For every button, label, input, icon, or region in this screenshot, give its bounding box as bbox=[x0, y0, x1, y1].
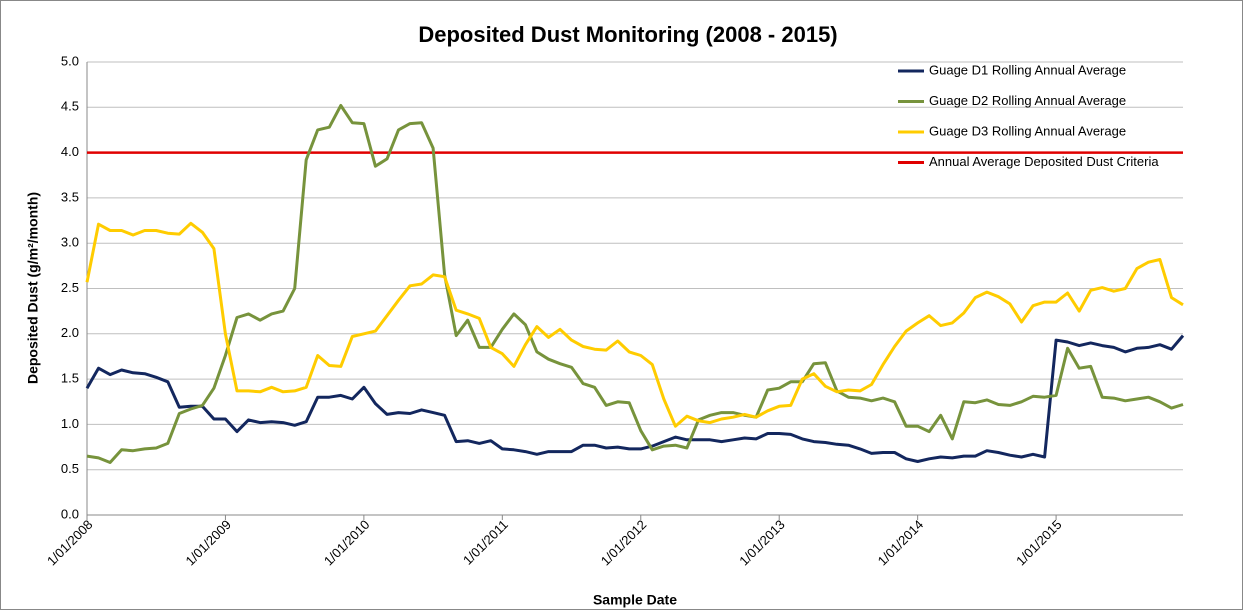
legend-label: Annual Average Deposited Dust Criteria bbox=[929, 154, 1159, 169]
y-tick-label: 4.5 bbox=[61, 99, 79, 114]
y-tick-label: 2.5 bbox=[61, 280, 79, 295]
y-tick-label: 3.0 bbox=[61, 235, 79, 250]
y-tick-label: 5.0 bbox=[61, 53, 79, 68]
legend-label: Guage D2 Rolling Annual Average bbox=[929, 93, 1126, 108]
series-line bbox=[85, 334, 1185, 463]
series-line bbox=[86, 104, 1184, 464]
legend-label: Guage D3 Rolling Annual Average bbox=[929, 123, 1126, 138]
series-line bbox=[85, 221, 1184, 428]
y-tick-label: 0.0 bbox=[61, 506, 79, 521]
y-tick-label: 1.0 bbox=[61, 416, 79, 431]
y-tick-label: 3.5 bbox=[61, 189, 79, 204]
x-axis-label: Sample Date bbox=[593, 592, 677, 608]
legend-label: Guage D1 Rolling Annual Average bbox=[929, 62, 1126, 77]
y-tick-label: 0.5 bbox=[61, 461, 79, 476]
chart-title: Deposited Dust Monitoring (2008 - 2015) bbox=[418, 22, 837, 47]
y-tick-label: 4.0 bbox=[61, 144, 79, 159]
y-axis-label: Deposited Dust (g/m²/month) bbox=[25, 192, 41, 384]
y-tick-label: 2.0 bbox=[61, 325, 79, 340]
y-tick-label: 1.5 bbox=[61, 371, 79, 386]
